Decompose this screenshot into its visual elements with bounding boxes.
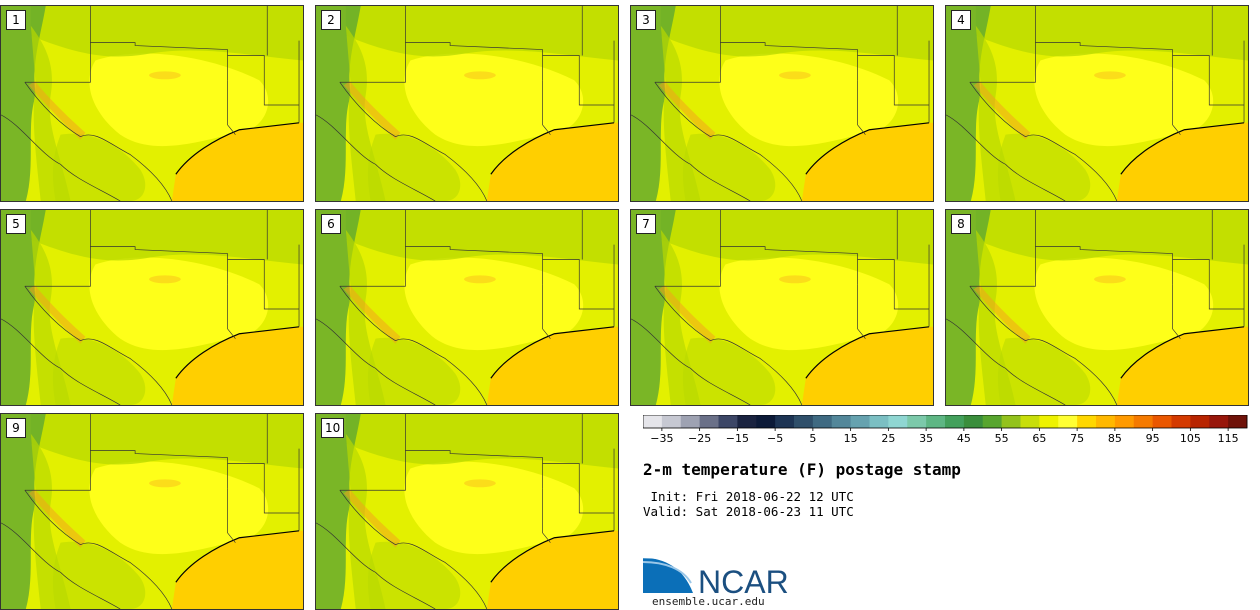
temperature-map [631, 210, 933, 405]
colorbar-bin [1114, 415, 1135, 428]
ensemble-member-panel: 2 [315, 5, 619, 202]
temperature-map [316, 6, 618, 201]
member-number-label: 2 [321, 10, 341, 30]
colorbar-bin [869, 415, 889, 428]
colorbar-bin [812, 415, 833, 428]
colorbar-bin [945, 415, 965, 428]
colorbar-tick-label: 115 [1218, 432, 1239, 445]
ensemble-member-panel: 3 [630, 5, 934, 202]
temperature-map [1, 210, 303, 405]
colorbar-bin [926, 415, 946, 428]
colorbar-tick-label: 95 [1146, 432, 1160, 445]
colorbar-bin [1190, 415, 1210, 428]
figure-title: 2-m temperature (F) postage stamp [643, 460, 961, 479]
colorbar-tick-label: 55 [995, 432, 1009, 445]
colorbar-bin [794, 415, 814, 428]
colorbar-bin [888, 415, 908, 428]
member-number-label: 4 [951, 10, 971, 30]
colorbar-tick-label: 5 [809, 432, 816, 445]
ensemble-member-panel: 6 [315, 209, 619, 406]
colorbar-tick-label: −35 [650, 432, 673, 445]
temperature-map [946, 210, 1248, 405]
colorbar-bin [775, 415, 795, 428]
colorbar-tick-label: −25 [688, 432, 711, 445]
member-number-label: 9 [6, 418, 26, 438]
colorbar-bin [1133, 415, 1154, 428]
colorbar-tick-label: 85 [1108, 432, 1122, 445]
member-number-label: 8 [951, 214, 971, 234]
member-number-label: 5 [6, 214, 26, 234]
colorbar-bin [1209, 415, 1229, 428]
colorbar-bin [718, 415, 738, 428]
ncar-logo: NCAR [643, 555, 789, 597]
temperature-map [316, 210, 618, 405]
valid-time: Valid: Sat 2018-06-23 11 UTC [643, 504, 854, 519]
colorbar-bin [1001, 415, 1021, 428]
ensemble-member-panel: 10 [315, 413, 619, 610]
temperature-map [631, 6, 933, 201]
colorbar-bin [756, 415, 776, 428]
colorbar-bin [1152, 415, 1172, 428]
member-number-label: 1 [6, 10, 26, 30]
temperature-colorbar: −35 −25 −15 −5 5 15 25 35 45 55 65 75 85 95 105 115 [643, 415, 1248, 445]
colorbar-bin [680, 415, 701, 428]
ensemble-member-panel: 7 [630, 209, 934, 406]
colorbar-tick-label: 65 [1032, 432, 1046, 445]
colorbar-tick-label: 75 [1070, 432, 1084, 445]
colorbar-bin [1077, 415, 1097, 428]
member-number-label: 6 [321, 214, 341, 234]
temperature-map [946, 6, 1248, 201]
colorbar-tick-label: −5 [767, 432, 783, 445]
ensemble-member-panel: 9 [0, 413, 304, 610]
colorbar-bin [1020, 415, 1040, 428]
ensemble-member-panel: 1 [0, 5, 304, 202]
colorbar-tick-label: 25 [881, 432, 895, 445]
logo-url: ensemble.ucar.edu [652, 595, 765, 608]
colorbar-bin [1096, 415, 1116, 428]
colorbar-bin [643, 415, 663, 428]
temperature-map [1, 6, 303, 201]
ensemble-member-panel: 5 [0, 209, 304, 406]
colorbar-tick-label: 105 [1180, 432, 1201, 445]
colorbar-bin [907, 415, 927, 428]
colorbar-bin [737, 415, 757, 428]
colorbar-bin [1058, 415, 1078, 428]
colorbar-bin [963, 415, 984, 428]
colorbar-bin [699, 415, 719, 428]
colorbar-bin [982, 415, 1003, 428]
ensemble-member-panel: 8 [945, 209, 1249, 406]
colorbar-tick-label: 35 [919, 432, 933, 445]
colorbar-bin [661, 415, 682, 428]
member-number-label: 10 [321, 418, 345, 438]
colorbar-bin [831, 415, 852, 428]
colorbar-bin [850, 415, 870, 428]
colorbar-bin [1228, 415, 1248, 428]
logo-text: NCAR [698, 564, 789, 597]
ensemble-member-panel: 4 [945, 5, 1249, 202]
colorbar-bin [1171, 415, 1191, 428]
member-number-label: 7 [636, 214, 656, 234]
colorbar-tick-label: −15 [726, 432, 749, 445]
colorbar-bin [1039, 415, 1059, 428]
temperature-map [1, 414, 303, 609]
init-time: Init: Fri 2018-06-22 12 UTC [643, 489, 854, 504]
temperature-map [316, 414, 618, 609]
member-number-label: 3 [636, 10, 656, 30]
colorbar-tick-label: 15 [844, 432, 858, 445]
colorbar-tick-label: 45 [957, 432, 971, 445]
